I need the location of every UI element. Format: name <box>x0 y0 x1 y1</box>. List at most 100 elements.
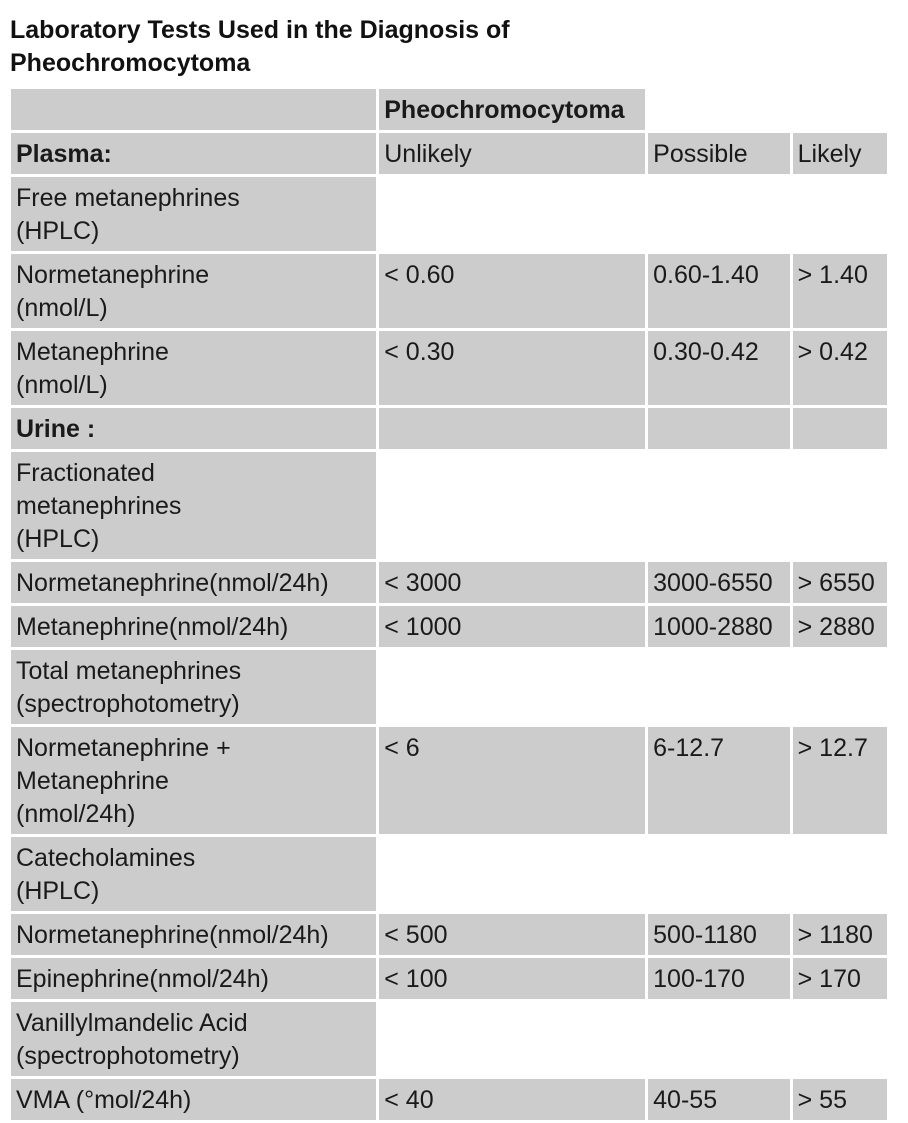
test-name-line: Free metanephrines <box>16 184 240 212</box>
test-name-line: (nmol/24h) <box>16 800 136 828</box>
table-row: Epinephrine(nmol/24h) < 100 100-170 > 17… <box>11 958 887 999</box>
test-name-line: Normetanephrine + <box>16 734 231 762</box>
test-name-cell: Fractionated metanephrines (HPLC) <box>11 452 377 559</box>
test-name-cell: Total metanephrines (spectrophotometry) <box>11 650 377 724</box>
test-name-cell: Catecholamines (HPLC) <box>11 837 377 911</box>
possible-value-cell: 6-12.7 <box>648 727 790 834</box>
title-line-1: Laboratory Tests Used in the Diagnosis o… <box>10 16 510 44</box>
possible-value-cell: 0.30-0.42 <box>648 331 790 405</box>
likely-value-cell: > 0.42 <box>792 331 887 405</box>
possible-value-cell: 0.60-1.40 <box>648 254 790 328</box>
document-page: Laboratory Tests Used in the Diagnosis o… <box>10 14 890 1123</box>
test-name-line: (HPLC) <box>16 525 100 553</box>
test-name-cell: Epinephrine(nmol/24h) <box>11 958 377 999</box>
empty-cell <box>792 408 887 449</box>
test-name-cell: Normetanephrine (nmol/L) <box>11 254 377 328</box>
possible-value-cell: 3000-6550 <box>648 562 790 603</box>
table-row: VMA (°mol/24h) < 40 40-55 > 55 <box>11 1079 887 1120</box>
unlikely-value-cell: < 500 <box>379 914 646 955</box>
test-name-line: (nmol/L) <box>16 294 108 322</box>
possible-value-cell: 1000-2880 <box>648 606 790 647</box>
table-row: Normetanephrine(nmol/24h) < 3000 3000-65… <box>11 562 887 603</box>
table-header-row-1: Pheochromocytoma <box>11 89 887 130</box>
table-row: Catecholamines (HPLC) <box>11 837 887 911</box>
likely-value-cell: > 1.40 <box>792 254 887 328</box>
empty-cell <box>379 177 646 251</box>
column-header-likely: Likely <box>792 133 887 174</box>
unlikely-value-cell: < 0.30 <box>379 331 646 405</box>
likely-value-cell: > 12.7 <box>792 727 887 834</box>
possible-value-cell: 40-55 <box>648 1079 790 1120</box>
test-name-line: (spectrophotometry) <box>16 1042 240 1070</box>
plasma-section-label: Plasma: <box>11 133 377 174</box>
table-row: Normetanephrine + Metanephrine (nmol/24h… <box>11 727 887 834</box>
empty-cell <box>792 650 887 724</box>
empty-cell <box>648 837 790 911</box>
test-name-line: (nmol/L) <box>16 371 108 399</box>
header-empty-cell <box>11 89 377 130</box>
test-name-cell: Free metanephrines (HPLC) <box>11 177 377 251</box>
table-row: Metanephrine(nmol/24h) < 1000 1000-2880 … <box>11 606 887 647</box>
empty-cell <box>648 177 790 251</box>
likely-value-cell: > 2880 <box>792 606 887 647</box>
test-name-cell: Normetanephrine + Metanephrine (nmol/24h… <box>11 727 377 834</box>
unlikely-value-cell: < 3000 <box>379 562 646 603</box>
test-name-cell: Vanillylmandelic Acid (spectrophotometry… <box>11 1002 377 1076</box>
lab-tests-table: Pheochromocytoma Plasma: Unlikely Possib… <box>8 86 890 1123</box>
unlikely-value-cell: < 100 <box>379 958 646 999</box>
empty-cell <box>648 1002 790 1076</box>
possible-value-cell: 500-1180 <box>648 914 790 955</box>
header-blank-cell <box>792 89 887 130</box>
test-name-line: Normetanephrine <box>16 261 210 289</box>
header-blank-cell <box>648 89 790 130</box>
urine-section-label: Urine : <box>11 408 377 449</box>
likely-value-cell: > 1180 <box>792 914 887 955</box>
column-header-possible: Possible <box>648 133 790 174</box>
table-row: Total metanephrines (spectrophotometry) <box>11 650 887 724</box>
empty-cell <box>792 177 887 251</box>
table-header-row-2: Plasma: Unlikely Possible Likely <box>11 133 887 174</box>
column-header-unlikely: Unlikely <box>379 133 646 174</box>
empty-cell <box>792 452 887 559</box>
table-row: Free metanephrines (HPLC) <box>11 177 887 251</box>
test-name-line: Metanephrine <box>16 338 169 366</box>
test-name-line: (spectrophotometry) <box>16 690 240 718</box>
test-name-line: Metanephrine <box>16 767 169 795</box>
table-row: Fractionated metanephrines (HPLC) <box>11 452 887 559</box>
empty-cell <box>379 650 646 724</box>
group-header-cell: Pheochromocytoma <box>379 89 646 130</box>
empty-cell <box>379 452 646 559</box>
empty-cell <box>379 1002 646 1076</box>
test-name-cell: VMA (°mol/24h) <box>11 1079 377 1120</box>
unlikely-value-cell: < 1000 <box>379 606 646 647</box>
empty-cell <box>792 837 887 911</box>
page-title: Laboratory Tests Used in the Diagnosis o… <box>10 14 890 80</box>
test-name-cell: Metanephrine(nmol/24h) <box>11 606 377 647</box>
test-name-line: Total metanephrines <box>16 657 242 685</box>
test-name-cell: Normetanephrine(nmol/24h) <box>11 914 377 955</box>
table-row: Urine : <box>11 408 887 449</box>
empty-cell <box>648 452 790 559</box>
table-row: Vanillylmandelic Acid (spectrophotometry… <box>11 1002 887 1076</box>
test-name-line: metanephrines <box>16 492 182 520</box>
test-name-line: Catecholamines <box>16 844 196 872</box>
table-row: Normetanephrine (nmol/L) < 0.60 0.60-1.4… <box>11 254 887 328</box>
table-row: Normetanephrine(nmol/24h) < 500 500-1180… <box>11 914 887 955</box>
empty-cell <box>379 408 646 449</box>
test-name-cell: Normetanephrine(nmol/24h) <box>11 562 377 603</box>
empty-cell <box>792 1002 887 1076</box>
likely-value-cell: > 6550 <box>792 562 887 603</box>
test-name-line: Fractionated <box>16 459 155 487</box>
unlikely-value-cell: < 40 <box>379 1079 646 1120</box>
empty-cell <box>379 837 646 911</box>
unlikely-value-cell: < 6 <box>379 727 646 834</box>
test-name-cell: Metanephrine (nmol/L) <box>11 331 377 405</box>
test-name-line: (HPLC) <box>16 217 100 245</box>
test-name-line: (HPLC) <box>16 877 100 905</box>
likely-value-cell: > 170 <box>792 958 887 999</box>
empty-cell <box>648 650 790 724</box>
unlikely-value-cell: < 0.60 <box>379 254 646 328</box>
test-name-line: Vanillylmandelic Acid <box>16 1009 248 1037</box>
empty-cell <box>648 408 790 449</box>
table-row: Metanephrine (nmol/L) < 0.30 0.30-0.42 >… <box>11 331 887 405</box>
